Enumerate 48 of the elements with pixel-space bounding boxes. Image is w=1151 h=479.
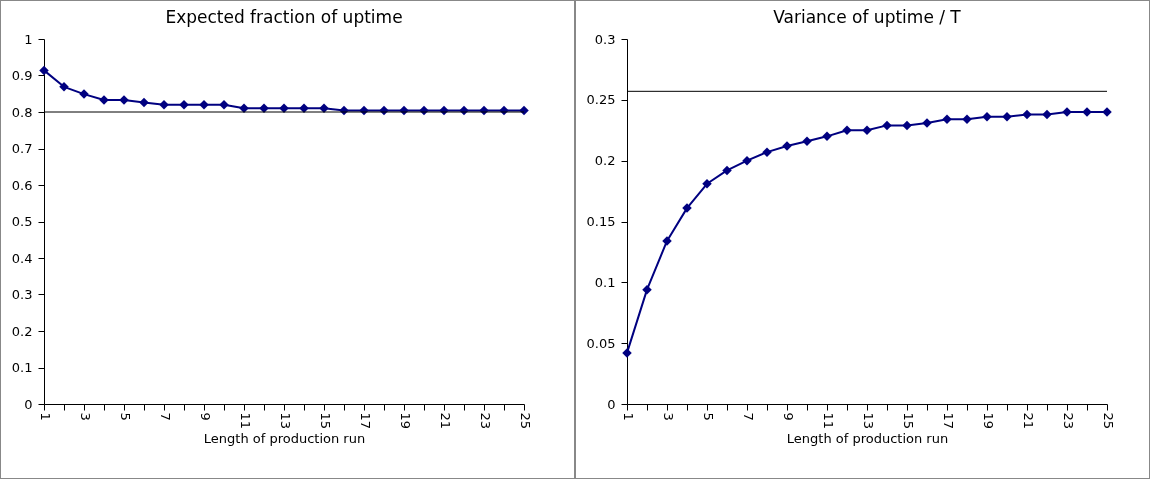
x-tick-label: 9: [197, 412, 213, 421]
y-tick-label: 0.2: [11, 323, 33, 339]
x-tick-label: 3: [660, 412, 676, 421]
chart-title: Variance of uptime / T: [773, 7, 962, 27]
x-tick-label: 25: [1100, 412, 1116, 430]
x-tick-label: 17: [357, 412, 373, 430]
x-tick-label: 21: [1020, 412, 1036, 430]
x-axis-title: Length of production run: [203, 431, 366, 447]
x-tick-label: 3: [77, 412, 93, 421]
y-tick-label: 0.8: [11, 104, 33, 120]
chart-title: Expected fraction of uptime: [165, 7, 403, 27]
x-tick-label: 25: [517, 412, 533, 430]
x-tick-label: 11: [820, 412, 836, 430]
y-tick-label: 0.3: [594, 31, 616, 47]
y-tick-label: 0.25: [586, 92, 616, 108]
y-tick-label: 0.1: [594, 274, 616, 290]
y-tick-label: 0.1: [11, 360, 33, 375]
x-tick-label: 5: [117, 412, 133, 421]
y-tick-label: 0: [607, 396, 616, 412]
x-tick-label: 23: [477, 412, 493, 430]
x-tick-label: 19: [397, 412, 413, 430]
x-tick-label: 15: [317, 412, 333, 430]
x-tick-label: 1: [37, 412, 53, 421]
x-tick-label: 11: [237, 412, 253, 430]
y-tick-label: 0: [24, 396, 33, 412]
x-tick-label: 9: [780, 412, 796, 421]
x-tick-label: 5: [700, 412, 716, 421]
y-tick-label: 0.3: [11, 287, 33, 302]
x-tick-label: 19: [980, 412, 996, 430]
x-tick-label: 15: [900, 412, 916, 430]
y-tick-label: 0.4: [11, 250, 33, 266]
y-tick-label: 0.5: [11, 214, 33, 229]
y-tick-label: 0.05: [586, 335, 616, 351]
x-tick-label: 23: [1060, 412, 1076, 430]
y-tick-label: 0.9: [11, 68, 33, 83]
x-tick-label: 7: [740, 412, 756, 421]
x-tick-label: 17: [940, 412, 956, 430]
x-tick-label: 1: [620, 412, 636, 421]
y-tick-label: 0.7: [11, 141, 33, 156]
y-tick-label: 0.6: [11, 177, 33, 193]
x-axis-title: Length of production run: [786, 431, 949, 447]
x-tick-label: 13: [277, 412, 293, 430]
y-tick-label: 1: [24, 31, 33, 47]
y-tick-label: 0.15: [586, 214, 616, 229]
y-tick-label: 0.2: [594, 153, 616, 169]
x-tick-label: 21: [437, 412, 453, 430]
x-tick-label: 7: [157, 412, 173, 421]
x-tick-label: 13: [860, 412, 876, 430]
